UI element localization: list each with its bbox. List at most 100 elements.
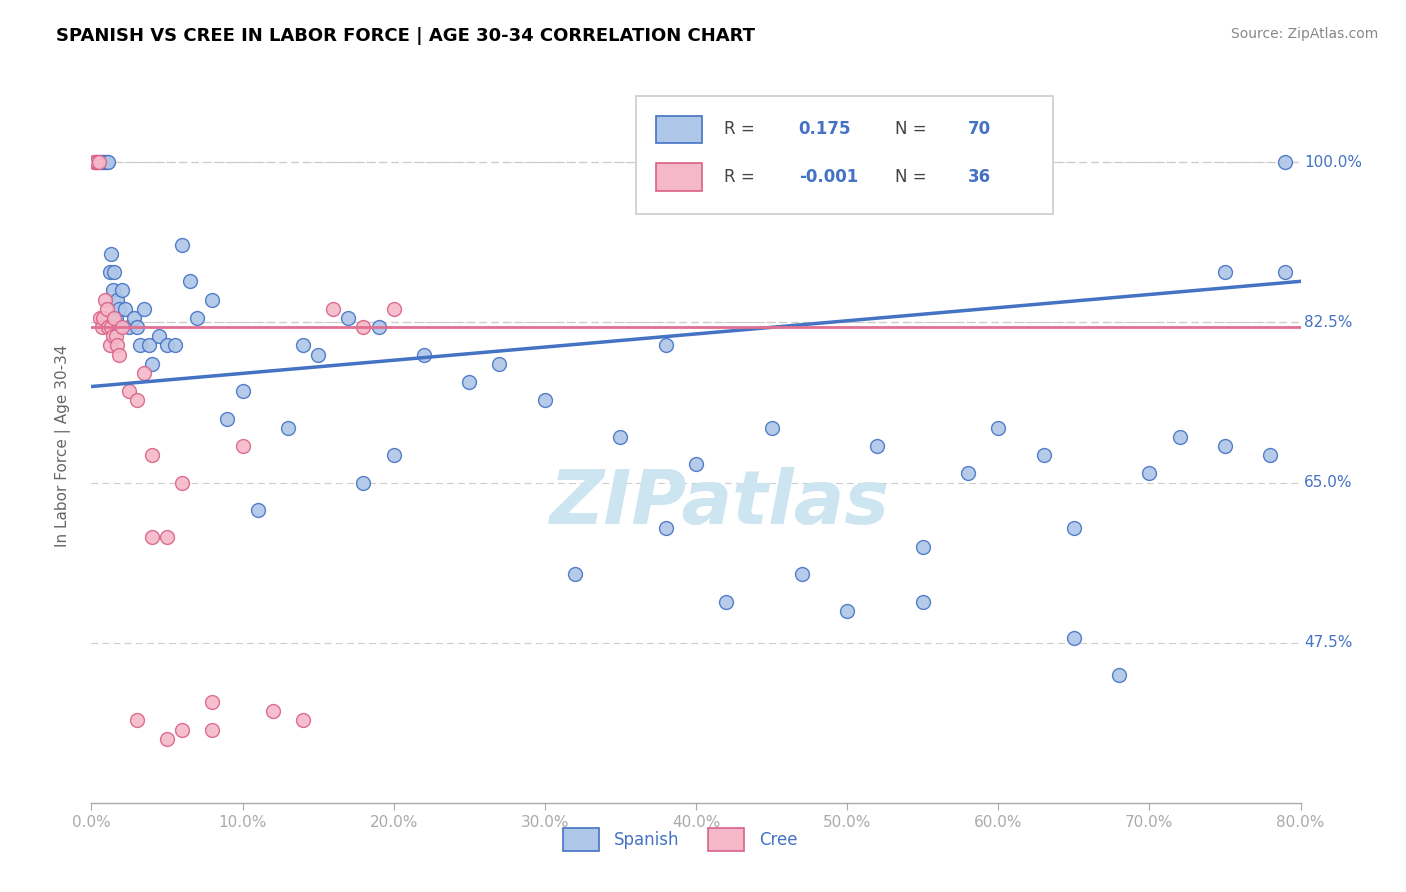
Point	[911, 540, 934, 554]
Point	[107, 347, 129, 361]
Point	[87, 155, 110, 169]
Point	[1108, 667, 1130, 681]
Point	[307, 347, 329, 361]
Text: ZIPatlas: ZIPatlas	[550, 467, 890, 540]
Text: 36: 36	[967, 168, 991, 186]
Point	[107, 301, 129, 316]
Point	[122, 310, 145, 325]
Point	[148, 329, 170, 343]
Point	[156, 531, 179, 545]
Point	[134, 366, 156, 380]
Text: -0.001: -0.001	[799, 168, 858, 186]
Point	[105, 293, 128, 307]
Point	[564, 567, 586, 582]
Point	[609, 430, 631, 444]
Point	[89, 310, 111, 325]
Point	[138, 338, 160, 352]
Point	[91, 320, 114, 334]
Point	[96, 155, 118, 169]
Point	[141, 357, 163, 371]
Point	[118, 384, 141, 398]
Point	[156, 731, 179, 746]
Point	[172, 723, 194, 737]
FancyBboxPatch shape	[636, 96, 1053, 214]
Text: 82.5%: 82.5%	[1305, 315, 1353, 330]
Point	[1213, 265, 1236, 279]
Point	[654, 521, 676, 535]
Point	[134, 301, 156, 316]
Text: SPANISH VS CREE IN LABOR FORCE | AGE 30-34 CORRELATION CHART: SPANISH VS CREE IN LABOR FORCE | AGE 30-…	[56, 27, 755, 45]
FancyBboxPatch shape	[709, 829, 744, 851]
Point	[103, 265, 125, 279]
Point	[103, 310, 125, 325]
Text: 70: 70	[967, 120, 991, 138]
Point	[141, 531, 163, 545]
Point	[172, 237, 194, 252]
Point	[186, 310, 208, 325]
Point	[179, 274, 201, 288]
Point	[104, 329, 127, 343]
FancyBboxPatch shape	[657, 163, 702, 191]
Point	[761, 420, 783, 434]
Point	[413, 347, 436, 361]
Point	[125, 320, 148, 334]
Point	[101, 284, 124, 298]
Point	[352, 475, 374, 490]
FancyBboxPatch shape	[562, 829, 599, 851]
Point	[118, 320, 141, 334]
Point	[87, 155, 110, 169]
Point	[98, 338, 121, 352]
Point	[89, 155, 111, 169]
Text: 0.175: 0.175	[799, 120, 851, 138]
Point	[292, 338, 315, 352]
Point	[790, 567, 813, 582]
Point	[84, 155, 107, 169]
Text: Spanish: Spanish	[614, 831, 679, 849]
Point	[352, 320, 374, 334]
Point	[382, 301, 405, 316]
Point	[94, 155, 117, 169]
Point	[98, 265, 121, 279]
Point	[84, 155, 107, 169]
FancyBboxPatch shape	[657, 116, 702, 143]
Point	[956, 467, 979, 481]
Point	[201, 695, 224, 709]
Point	[101, 329, 124, 343]
Point	[231, 384, 253, 398]
Text: Cree: Cree	[759, 831, 797, 849]
Point	[91, 155, 114, 169]
Point	[114, 301, 136, 316]
Text: R =: R =	[724, 168, 759, 186]
Point	[201, 723, 224, 737]
Point	[337, 310, 360, 325]
Point	[488, 357, 510, 371]
Point	[1032, 448, 1054, 462]
Text: 100.0%: 100.0%	[1305, 155, 1362, 169]
Point	[1063, 631, 1085, 645]
Point	[201, 293, 224, 307]
Point	[172, 475, 194, 490]
Text: R =: R =	[724, 120, 759, 138]
Point	[1213, 439, 1236, 453]
Point	[533, 393, 555, 408]
Point	[292, 714, 315, 728]
Point	[105, 338, 128, 352]
Text: N =: N =	[896, 168, 932, 186]
Point	[163, 338, 186, 352]
Point	[141, 448, 163, 462]
Point	[246, 503, 269, 517]
Point	[93, 310, 115, 325]
Point	[125, 714, 148, 728]
Point	[93, 155, 115, 169]
Point	[83, 155, 105, 169]
Point	[97, 155, 120, 169]
Point	[100, 247, 122, 261]
Point	[714, 594, 737, 608]
Point	[262, 704, 284, 718]
Text: 47.5%: 47.5%	[1305, 635, 1353, 650]
Point	[1274, 155, 1296, 169]
Text: 65.0%: 65.0%	[1305, 475, 1353, 490]
Point	[654, 338, 676, 352]
Text: Source: ZipAtlas.com: Source: ZipAtlas.com	[1230, 27, 1378, 41]
Point	[104, 310, 127, 325]
